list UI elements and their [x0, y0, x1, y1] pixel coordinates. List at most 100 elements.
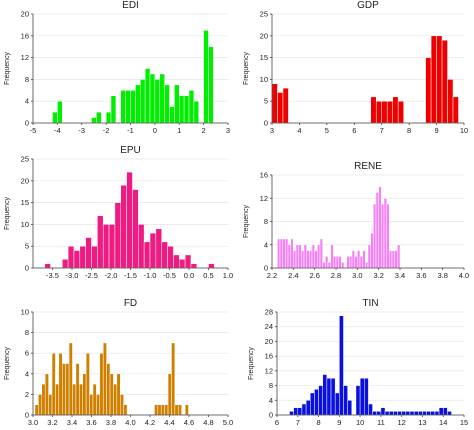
- histogram-bar: [190, 263, 198, 269]
- histogram-bar: [362, 250, 366, 269]
- x-tick-label: 5: [325, 126, 329, 135]
- x-tick-label: 8: [316, 418, 320, 427]
- histogram-bar: [155, 228, 162, 269]
- x-tick-label: 4.0: [125, 418, 135, 427]
- histogram-bar: [184, 254, 192, 269]
- x-tick-label: 2: [202, 126, 206, 135]
- histogram-bar: [447, 411, 452, 416]
- histogram-bar: [62, 363, 66, 416]
- histogram-bar: [161, 241, 168, 269]
- histogram-bar: [102, 224, 110, 269]
- histogram-bar: [178, 404, 182, 416]
- x-tick-label: 10: [460, 126, 468, 135]
- histogram-bar: [135, 84, 141, 124]
- histogram-bar: [375, 192, 379, 269]
- histogram-bar: [389, 250, 393, 269]
- histogram-bar: [279, 238, 283, 269]
- y-tick-label: 20: [21, 176, 29, 185]
- histogram-bar: [327, 261, 331, 269]
- histogram-bar: [144, 68, 151, 124]
- y-tick-label: 8: [264, 217, 268, 226]
- histogram-bar: [441, 39, 448, 124]
- y-axis-label: Frequency: [243, 51, 250, 85]
- x-tick-label: -1: [127, 126, 134, 135]
- histogram-bar: [140, 79, 146, 124]
- histogram-bar: [330, 377, 336, 416]
- x-tick-label: 6: [352, 126, 356, 135]
- y-tick-label: 6: [25, 349, 29, 358]
- histogram-bar: [306, 250, 310, 269]
- histogram-bar: [436, 35, 443, 124]
- x-tick-label: 2.6: [309, 271, 319, 280]
- histogram-bar: [405, 411, 411, 416]
- x-tick-label: 4.8: [203, 418, 213, 427]
- histogram-bar: [298, 244, 302, 269]
- histogram-bar: [125, 90, 131, 124]
- y-tick-label: 8: [25, 328, 29, 337]
- histogram-bar: [388, 411, 394, 416]
- histogram-bar: [318, 385, 323, 416]
- histogram-bar: [85, 352, 90, 416]
- y-tick-label: 8: [269, 381, 273, 390]
- histogram-bar: [434, 411, 440, 416]
- y-tick-label: 12: [260, 194, 268, 203]
- histogram-bar: [72, 383, 77, 416]
- histogram-bar: [386, 203, 390, 269]
- y-tick-label: 15: [21, 198, 29, 207]
- histogram-bar: [375, 100, 382, 124]
- histogram-bar: [108, 224, 116, 269]
- x-tick-label: 0: [153, 126, 157, 135]
- histogram-bar: [174, 404, 179, 416]
- y-tick-label: 10: [260, 75, 268, 84]
- x-tick-label: 3: [226, 126, 230, 135]
- histogram-bar: [394, 250, 398, 269]
- histogram-bar: [41, 383, 46, 416]
- chart-title: FD: [124, 298, 137, 309]
- y-tick-label: 10: [21, 308, 29, 317]
- histogram-bar: [99, 352, 104, 416]
- histogram-bar: [341, 261, 345, 269]
- histogram-bar: [44, 263, 51, 269]
- histogram-bar: [357, 250, 361, 269]
- histogram-bar: [368, 403, 373, 416]
- histogram-bar: [174, 84, 180, 124]
- histogram-bar: [383, 198, 387, 269]
- y-tick-label: 25: [260, 10, 268, 19]
- histogram-bar: [79, 383, 83, 416]
- histogram-bar: [123, 404, 128, 416]
- histogram-bar: [171, 342, 176, 416]
- x-tick-label: 7: [380, 126, 384, 135]
- x-tick-label: 11: [377, 418, 385, 427]
- histogram-bar: [452, 96, 459, 124]
- histogram-bar: [271, 83, 278, 124]
- histogram-bar: [364, 377, 369, 416]
- histogram-bar: [277, 238, 281, 269]
- histogram-bar: [89, 394, 94, 416]
- histogram-bar: [349, 256, 353, 269]
- histogram-bar: [157, 404, 162, 416]
- x-tick-label: 3.2: [373, 271, 383, 280]
- histogram-bar: [208, 46, 214, 124]
- x-tick-label: 3.0: [28, 418, 38, 427]
- histogram-bar: [301, 250, 305, 269]
- y-tick-label: 0: [25, 119, 29, 128]
- histogram-bar: [67, 245, 75, 269]
- histogram-bar: [381, 203, 385, 269]
- histogram-bar: [73, 250, 81, 269]
- x-tick-label: 3.2: [47, 418, 57, 427]
- histogram-bar: [391, 250, 395, 269]
- histogram-bar: [179, 95, 185, 124]
- histogram-bar: [149, 232, 157, 269]
- x-tick-label: 5.0: [223, 418, 233, 427]
- histogram-bar: [333, 256, 337, 269]
- histogram-bar: [109, 373, 114, 416]
- y-tick-label: 4: [25, 97, 29, 106]
- histogram-bar: [183, 95, 190, 124]
- histogram-bar: [297, 407, 303, 416]
- x-tick-label: 15: [460, 418, 468, 427]
- histogram-bar: [159, 73, 165, 124]
- histogram-bar: [339, 315, 344, 416]
- histogram-bar: [303, 244, 307, 269]
- histogram-bar: [334, 392, 340, 416]
- histogram-bar: [160, 404, 165, 416]
